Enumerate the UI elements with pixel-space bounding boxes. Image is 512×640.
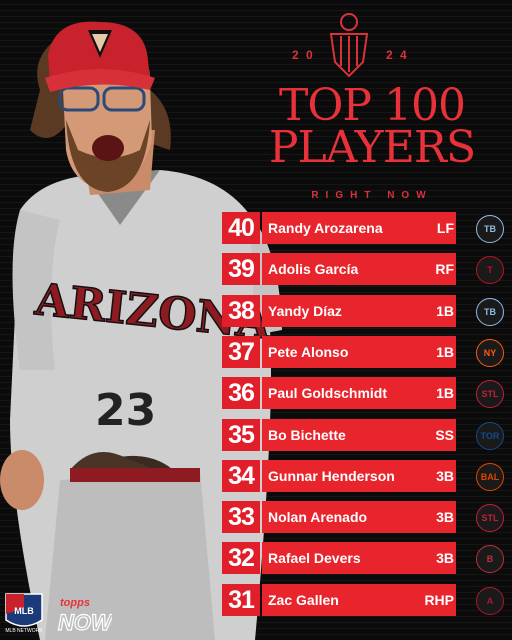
player-row: 35 Bo Bichette SS TOR <box>222 418 510 451</box>
player-rank: 31 <box>222 583 260 616</box>
player-row: 37 Pete Alonso 1B NY <box>222 335 510 368</box>
team-logo-icon: BAL <box>476 462 504 491</box>
player-rank: 35 <box>222 418 260 451</box>
team-logo-icon: TOR <box>476 421 504 450</box>
player-bar <box>262 212 456 244</box>
player-position: 3B <box>436 509 454 526</box>
player-rank: 37 <box>222 335 260 368</box>
player-bar <box>262 583 456 616</box>
team-logo-icon: B <box>476 545 504 574</box>
topps-text: topps <box>60 597 90 609</box>
player-row: 40 Randy Arozarena LF TB <box>222 212 510 244</box>
year-left: 2 0 <box>292 48 315 62</box>
player-position: LF <box>436 220 454 236</box>
player-name: Paul Goldschmidt <box>268 385 388 402</box>
player-name: Nolan Arenado <box>268 509 368 526</box>
player-rank: 34 <box>222 459 260 492</box>
player-rank: 38 <box>222 294 260 327</box>
player-rank: 33 <box>222 501 260 534</box>
player-rank: 40 <box>222 212 260 244</box>
player-position: 3B <box>436 550 454 567</box>
player-bar <box>262 377 456 410</box>
player-bar <box>262 542 456 575</box>
team-logo-icon: TB <box>476 297 504 326</box>
player-bar <box>262 294 456 327</box>
player-name: Randy Arozarena <box>268 220 383 236</box>
player-position: 1B <box>436 385 454 402</box>
jersey-number: 23 <box>95 385 156 436</box>
svg-text:MLB: MLB <box>14 606 34 616</box>
player-row: 34 Gunnar Henderson 3B BAL <box>222 459 510 492</box>
player-row: 36 Paul Goldschmidt 1B STL <box>222 377 510 410</box>
title-line-2: PLAYERS <box>268 122 476 173</box>
subtitle: RIGHT NOW <box>311 190 433 201</box>
player-name: Rafael Devers <box>268 550 361 567</box>
player-bar <box>262 418 456 451</box>
team-logo-icon: STL <box>476 504 504 533</box>
player-name: Zac Gallen <box>268 591 339 608</box>
player-position: SS <box>435 426 454 443</box>
now-text: NOW <box>58 610 112 634</box>
player-row: 33 Nolan Arenado 3B STL <box>222 501 510 534</box>
mlb-network-logo: MLB MLB NETWORK <box>5 593 43 634</box>
player-name: Yandy Díaz <box>268 302 342 319</box>
topps-now-logo: topps NOW <box>57 597 112 634</box>
player-rank: 39 <box>222 253 260 286</box>
player-rank: 36 <box>222 377 260 410</box>
player-name: Pete Alonso <box>268 343 349 360</box>
team-logo-icon: STL <box>476 380 504 409</box>
player-name: Bo Bichette <box>268 426 346 443</box>
player-row: 38 Yandy Díaz 1B TB <box>222 294 510 327</box>
player-row: 32 Rafael Devers 3B B <box>222 542 510 575</box>
player-bar <box>262 335 456 368</box>
player-position: 3B <box>436 467 454 484</box>
year-right: 2 4 <box>386 48 409 62</box>
player-position: RF <box>435 261 454 278</box>
player-position: 1B <box>436 343 454 360</box>
player-name: Gunnar Henderson <box>268 467 395 484</box>
team-logo-icon: NY <box>476 338 504 367</box>
mlb-network-text: MLB NETWORK <box>5 628 43 634</box>
team-logo-icon: T <box>476 256 504 285</box>
player-position: RHP <box>424 591 454 608</box>
player-rank: 32 <box>222 542 260 575</box>
player-position: 1B <box>436 302 454 319</box>
player-bar <box>262 253 456 286</box>
team-logo-icon: TB <box>476 215 504 243</box>
team-logo-icon: A <box>476 586 504 615</box>
player-row: 31 Zac Gallen RHP A <box>222 583 510 616</box>
player-bar <box>262 501 456 534</box>
top-100-badge-logo <box>329 13 369 78</box>
player-name: Adolis García <box>268 261 359 278</box>
player-row: 39 Adolis García RF T <box>222 253 510 286</box>
player-bar <box>262 459 456 492</box>
title-line-1: TOP 100 <box>279 80 466 131</box>
